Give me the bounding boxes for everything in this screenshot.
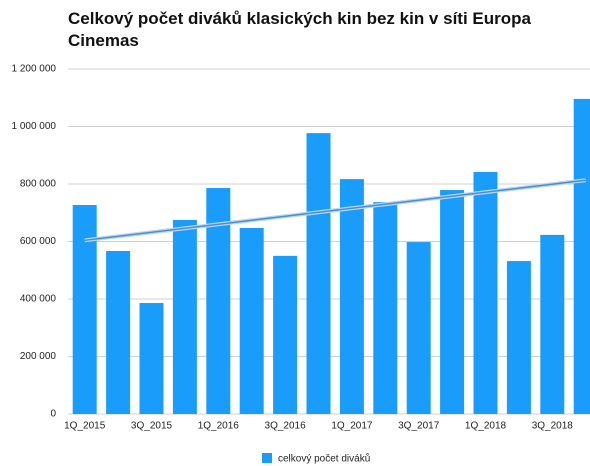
x-tick-label: 1Q_2018: [465, 421, 507, 432]
bar: [139, 303, 164, 414]
bar: [540, 234, 565, 414]
legend-swatch: [262, 453, 272, 463]
y-tick-label: 1 000 000: [12, 121, 57, 132]
bar: [339, 179, 364, 414]
y-tick-label: 200 000: [20, 351, 57, 362]
bar: [172, 219, 197, 414]
bar: [373, 202, 398, 414]
bar: [473, 171, 498, 414]
bar: [273, 255, 298, 414]
bar: [72, 204, 97, 414]
x-tick-label: 3Q_2015: [131, 421, 173, 432]
x-tick-label: 1Q_2016: [198, 421, 240, 432]
y-tick-label: 0: [50, 409, 56, 420]
trendline: [84, 179, 586, 242]
chart-title: Celkový počet diváků klasických kin bez …: [68, 9, 531, 50]
x-tick-label: 1Q_2017: [331, 421, 373, 432]
x-tick-label: 3Q_2017: [398, 421, 440, 432]
y-tick-label: 400 000: [20, 294, 57, 305]
bar: [106, 250, 131, 414]
x-tick-label: 3Q_2016: [265, 421, 307, 432]
y-tick-label: 1 200 000: [12, 64, 57, 75]
y-tick-label: 600 000: [20, 236, 57, 247]
x-tick-label: 3Q_2018: [532, 421, 574, 432]
bar: [573, 98, 590, 415]
bar: [506, 261, 531, 414]
bar: [406, 242, 431, 414]
bar: [440, 190, 465, 414]
x-tick-label: 1Q_2015: [64, 421, 106, 432]
bar: [239, 227, 264, 414]
legend-label: celkový počet diváků: [278, 453, 370, 465]
bar: [306, 133, 331, 415]
y-tick-label: 800 000: [20, 179, 57, 190]
